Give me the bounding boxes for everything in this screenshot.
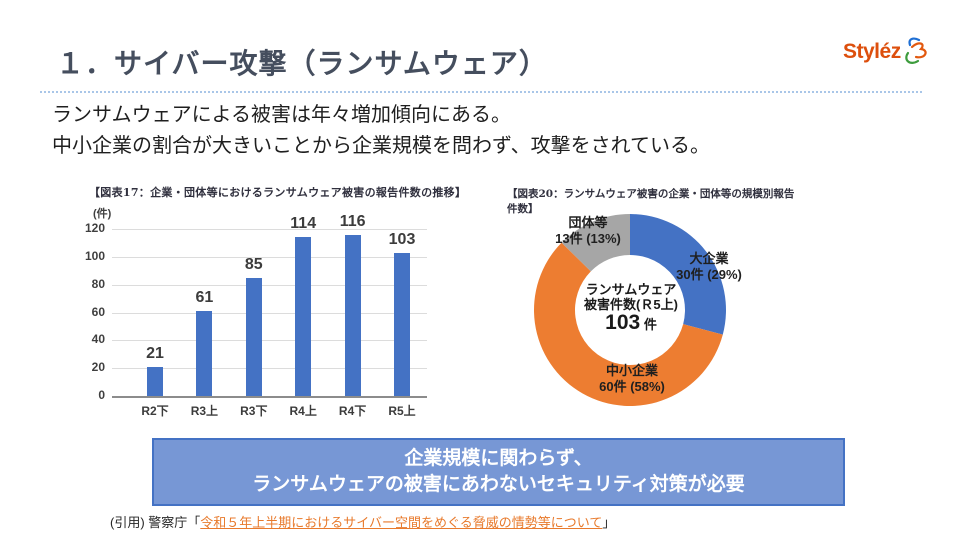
donut-center-text: ランサムウェア 被害件数(Ｒ5上) 103 件 bbox=[584, 282, 678, 334]
y-axis-unit-label: (件) bbox=[93, 208, 112, 220]
bar-chart-caption: 【図表17：企業・団体等におけるランサムウェア被害の報告件数の推移】 bbox=[89, 186, 467, 199]
logo-text: Styléz bbox=[843, 40, 901, 63]
lead-text: ランサムウェアによる被害は年々増加傾向にある。 中小企業の割合が大きいことから企… bbox=[52, 100, 710, 162]
y-tick-label: 0 bbox=[98, 388, 105, 402]
title-divider bbox=[40, 91, 922, 93]
slice-label-large-companies: 大企業 30件 (29%) bbox=[676, 251, 742, 282]
gridline bbox=[112, 312, 427, 314]
x-category-label: R3上 bbox=[190, 404, 219, 418]
citation-suffix: 」 bbox=[602, 515, 616, 530]
bar bbox=[245, 277, 262, 396]
y-tick-label: 120 bbox=[84, 221, 105, 235]
citation-link[interactable]: 令和５年上半期におけるサイバー空間をめぐる脅威の情勢等について bbox=[200, 515, 603, 530]
donut-slice bbox=[533, 242, 723, 407]
gridline bbox=[112, 340, 427, 342]
y-tick-label: 80 bbox=[91, 276, 105, 291]
y-tick-label: 20 bbox=[91, 360, 105, 375]
gridline bbox=[112, 284, 427, 286]
bar bbox=[196, 311, 213, 396]
lead-line-1: ランサムウェアによる被害は年々増加傾向にある。 bbox=[52, 104, 511, 126]
conclusion-banner: 企業規模に関わらず、 ランサムウェアの被害にあわないセキュリティ対策が必要 bbox=[152, 438, 845, 506]
x-category-label: R5上 bbox=[388, 404, 416, 418]
y-tick-label: 100 bbox=[84, 248, 105, 263]
x-category-label: R3下 bbox=[240, 404, 268, 418]
slice-label-organizations: 団体等 13件 (13%) bbox=[555, 215, 621, 246]
bar-value-label: 116 bbox=[339, 212, 366, 230]
bar-value-label: 21 bbox=[146, 344, 164, 362]
bar bbox=[147, 366, 163, 396]
banner-line-1: 企業規模に関わらず、 bbox=[404, 448, 593, 469]
lead-line-2: 中小企業の割合が大きいことから企業規模を問わず、攻撃をされている。 bbox=[52, 135, 710, 157]
bar-value-label: 61 bbox=[195, 289, 214, 307]
citation-prefix: (引用) 警察庁「 bbox=[110, 515, 201, 530]
x-axis-line bbox=[112, 396, 427, 398]
donut-chart-caption: 【図表20：ランサムウェア被害の企業・団体等の規模別報告件数】 bbox=[507, 188, 795, 215]
bar-value-label: 114 bbox=[290, 215, 317, 233]
x-category-label: R2下 bbox=[141, 404, 169, 418]
banner-line-2: ランサムウェアの被害にあわないセキュリティ対策が必要 bbox=[252, 474, 745, 495]
bar-value-label: 85 bbox=[244, 255, 263, 273]
gridline bbox=[112, 229, 427, 230]
gridline bbox=[112, 256, 427, 258]
page-title: １．サイバー攻撃（ランサムウェア） bbox=[56, 48, 548, 79]
slice-label-sme: 中小企業 60件 (58%) bbox=[599, 363, 665, 394]
x-category-label: R4下 bbox=[338, 404, 367, 418]
x-category-label: R4上 bbox=[289, 404, 317, 418]
citation: (引用) 警察庁「令和５年上半期におけるサイバー空間をめぐる脅威の情勢等について… bbox=[110, 512, 615, 531]
bar-chart-figure: 【図表17：企業・団体等におけるランサムウェア被害の報告件数の推移】 (件) 0… bbox=[65, 182, 480, 432]
logo-swirl-icon bbox=[904, 37, 927, 64]
bar bbox=[344, 234, 361, 396]
donut-chart bbox=[533, 214, 726, 407]
total-count: 103 bbox=[605, 311, 641, 334]
bar bbox=[394, 252, 410, 396]
logo: Styléz bbox=[843, 37, 929, 67]
donut-chart-figure: 【図表20：ランサムウェア被害の企業・団体等の規模別報告件数】 団体等 13件 … bbox=[495, 183, 807, 433]
y-tick-label: 40 bbox=[91, 332, 105, 347]
donut-slice bbox=[561, 214, 630, 272]
gridline bbox=[112, 368, 427, 370]
y-tick-label: 60 bbox=[91, 304, 105, 319]
donut-slice bbox=[630, 214, 726, 335]
bar bbox=[295, 237, 312, 396]
bar-value-label: 103 bbox=[388, 230, 416, 248]
